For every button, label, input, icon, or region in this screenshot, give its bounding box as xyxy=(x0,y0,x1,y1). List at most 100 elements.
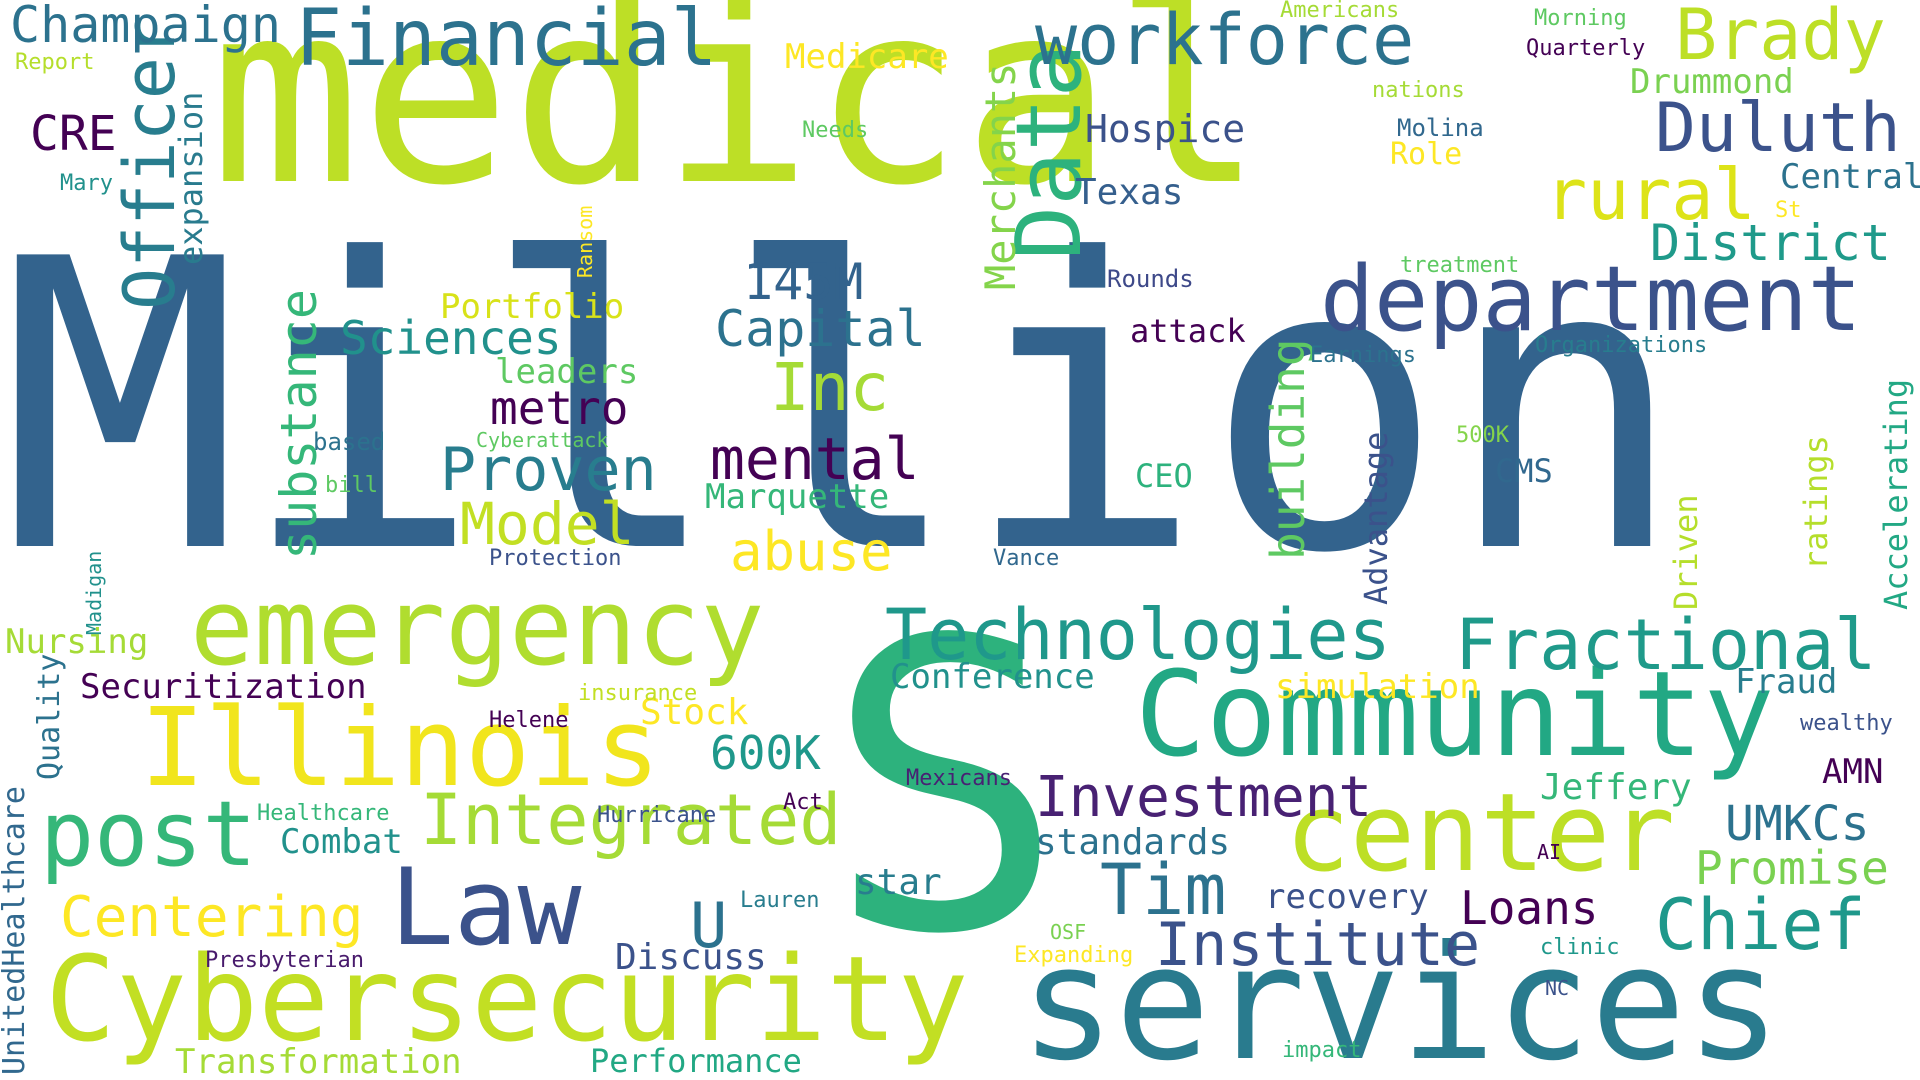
word-clinic: clinic xyxy=(1540,935,1620,960)
word-bill: bill xyxy=(325,473,378,498)
word-cybersecurity: Cybersecurity xyxy=(45,930,969,1068)
word-marquette: Marquette xyxy=(705,477,890,517)
word-st: St xyxy=(1775,198,1802,223)
word-needs: Needs xyxy=(802,118,869,143)
word-helene: Helene xyxy=(489,708,569,733)
word-impact: impact xyxy=(1282,1038,1362,1063)
word-metro: metro xyxy=(490,381,629,435)
word-americans: Americans xyxy=(1280,0,1400,23)
word-drummond: Drummond xyxy=(1630,62,1794,102)
word-nc: NC xyxy=(1545,976,1570,1000)
word-quality: Quality xyxy=(32,653,67,780)
word-inc: Inc xyxy=(770,349,890,426)
word-center: center xyxy=(1285,771,1676,896)
word-ceo: CEO xyxy=(1135,457,1193,495)
word-fractional: Fractional xyxy=(1455,604,1877,686)
word-ai: AI xyxy=(1537,840,1562,864)
word-ratings: ratings xyxy=(1797,435,1835,570)
word-cre: CRE xyxy=(30,106,117,162)
word-insurance: insurance xyxy=(578,681,698,706)
word-healthcare: Healthcare xyxy=(257,801,390,826)
word-brady: Brady xyxy=(1675,0,1886,76)
word-recovery: recovery xyxy=(1265,877,1429,917)
word-hospice: Hospice xyxy=(1085,107,1246,151)
word-cms: CMS xyxy=(1495,452,1553,490)
word-morning: Morning xyxy=(1534,6,1627,31)
word-workforce: workforce xyxy=(1035,0,1415,81)
word-presbyterian: Presbyterian xyxy=(205,948,364,973)
word-duluth: Duluth xyxy=(1655,89,1901,168)
word-unitedhealthcare: UnitedHealthcare xyxy=(0,786,32,1075)
word-fraud: Fraud xyxy=(1735,662,1838,702)
word-department: department xyxy=(1320,247,1862,352)
word-building: building xyxy=(1261,338,1315,560)
word-conference: Conference xyxy=(890,657,1095,697)
word-star: star xyxy=(855,862,942,903)
word-performance: Performance xyxy=(590,1042,802,1080)
word-hurricane: Hurricane xyxy=(597,803,717,828)
word-based: based xyxy=(313,428,386,456)
word-financial: Financial xyxy=(295,0,718,84)
word-simulation: simulation xyxy=(1275,667,1480,707)
word-nursing: Nursing xyxy=(5,622,149,662)
word-community: Community xyxy=(1135,645,1775,783)
word-ransom: Ransom xyxy=(573,205,597,278)
word-mexicans: Mexicans xyxy=(906,766,1012,791)
word-cyberattack: Cyberattack xyxy=(476,428,609,452)
word-district: District xyxy=(1650,214,1891,272)
word-protection: Protection xyxy=(489,546,622,571)
word-transformation: Transformation xyxy=(175,1042,462,1080)
word-million: Million xyxy=(0,176,1686,641)
word-texas: Texas xyxy=(1075,172,1184,213)
word-lauren: Lauren xyxy=(740,888,820,913)
word-nations: nations xyxy=(1372,78,1465,103)
word-leaders: leaders xyxy=(495,352,639,392)
word-medical: medical xyxy=(210,0,1264,240)
word-madigan: Madigan xyxy=(82,550,106,635)
word-technologies: Technologies xyxy=(885,594,1391,676)
word-amn: AMN xyxy=(1822,752,1884,792)
word-investment: Investment xyxy=(1035,765,1373,830)
word-driven: Driven xyxy=(1667,494,1705,610)
word-securitization: Securitization xyxy=(80,667,367,707)
word-advantage: Advantage xyxy=(1357,431,1395,605)
word-report: Report xyxy=(15,50,95,75)
word-model: Model xyxy=(460,490,635,558)
word-tim: Tim xyxy=(1100,849,1227,931)
word-chief: Chief xyxy=(1655,884,1866,966)
word-institute: Institute xyxy=(1155,910,1481,980)
word-merchants: Merchants xyxy=(976,62,1025,290)
word-capital: Capital xyxy=(715,300,926,358)
word-post: post xyxy=(40,782,257,887)
word-medicare: Medicare xyxy=(785,37,949,77)
word-act: Act xyxy=(783,790,823,815)
word-integrated: Integrated xyxy=(420,779,842,861)
word-stock: Stock xyxy=(640,692,749,733)
word-standards: standards xyxy=(1035,822,1231,863)
word-champaign: Champaign xyxy=(10,0,281,54)
word-loans: Loans xyxy=(1460,881,1599,935)
word-wealthy: wealthy xyxy=(1800,711,1893,736)
word-expansion: expansion xyxy=(172,91,210,265)
word-vance: Vance xyxy=(993,546,1060,571)
word-600k: 600K xyxy=(710,726,821,780)
word-central: Central xyxy=(1780,157,1920,197)
word-earnings: Earnings xyxy=(1310,343,1416,368)
word-combat: Combat xyxy=(280,822,403,862)
word-centering: Centering xyxy=(60,885,364,950)
word-sciences: Sciences xyxy=(340,311,562,365)
word-osf: OSF xyxy=(1050,920,1087,944)
word-emergency: emergency xyxy=(190,566,765,689)
word-role: Role xyxy=(1390,137,1463,172)
word-500k: 500K xyxy=(1456,423,1509,448)
word-law: Law xyxy=(390,846,582,969)
word-mary: Mary xyxy=(60,171,113,196)
word-attack: attack xyxy=(1130,312,1246,350)
word-s: S xyxy=(825,557,1066,1022)
word-treatment: treatment xyxy=(1400,253,1520,278)
word-expanding: Expanding xyxy=(1014,943,1134,968)
word-u: U xyxy=(690,889,728,962)
word-quarterly: Quarterly xyxy=(1526,36,1646,61)
word-rural: rural xyxy=(1545,154,1756,236)
